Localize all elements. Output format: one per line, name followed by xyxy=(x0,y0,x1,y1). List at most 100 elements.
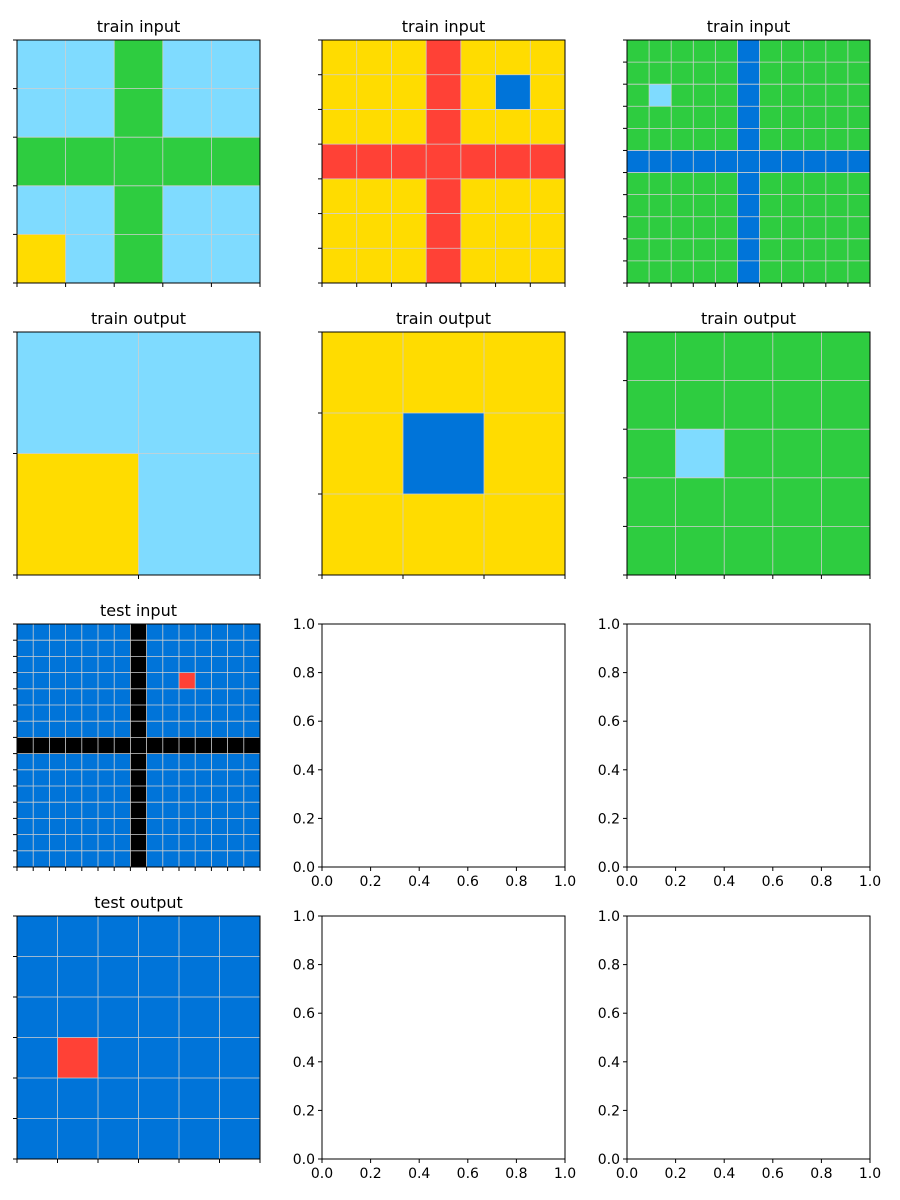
grid-cell xyxy=(49,769,66,787)
grid-cell xyxy=(671,40,694,63)
grid-cell xyxy=(162,721,180,738)
grid-cell xyxy=(715,150,738,173)
grid-cell xyxy=(243,802,261,819)
y-tick-label: 0.2 xyxy=(293,1103,315,1119)
grid-cell xyxy=(227,753,245,771)
grid-cell xyxy=(649,194,672,218)
panel-2: train input xyxy=(318,17,566,287)
grid-cell xyxy=(715,84,738,107)
grid-cell xyxy=(772,429,822,479)
grid-cell xyxy=(825,238,849,262)
y-tick-label: 0.2 xyxy=(293,811,315,827)
grid-cell xyxy=(195,850,212,868)
panel-title: train output xyxy=(701,309,796,328)
grid-cell xyxy=(781,216,805,240)
grid-cell xyxy=(356,144,392,180)
grid-cell xyxy=(847,260,871,284)
grid-cell xyxy=(426,213,462,249)
grid-cell xyxy=(356,178,392,214)
grid-cell xyxy=(715,260,738,284)
grid-cell xyxy=(33,850,50,868)
grid-cell xyxy=(179,916,220,957)
grid-cell xyxy=(195,834,212,852)
grid-cell xyxy=(17,453,139,576)
grid-cell xyxy=(627,332,676,381)
grid-cell xyxy=(243,737,261,754)
grid-cell xyxy=(781,40,805,63)
grid-cell xyxy=(671,150,694,173)
grid-cell xyxy=(724,332,774,381)
grid-cell xyxy=(130,640,147,657)
grid-cell xyxy=(693,172,716,195)
grid-cell xyxy=(98,640,115,657)
grid-cell xyxy=(81,850,99,868)
grid-cell xyxy=(98,1078,139,1119)
grid-cell xyxy=(671,106,694,129)
panel-frame xyxy=(16,623,261,868)
grid-cell xyxy=(825,260,849,284)
grid-cell xyxy=(49,640,66,657)
grid-cell xyxy=(162,818,180,835)
grid-cell xyxy=(211,705,228,722)
grid-cell xyxy=(162,88,212,138)
grid-cell xyxy=(426,109,462,145)
grid-cell xyxy=(114,737,131,754)
grid-cell xyxy=(17,640,34,657)
grid-cell xyxy=(130,672,147,690)
y-tick-label: 1.0 xyxy=(598,909,620,925)
grid-cell xyxy=(243,721,261,738)
grid-cell xyxy=(114,753,131,771)
grid-cell xyxy=(737,194,760,218)
grid-cell xyxy=(17,818,34,835)
panel-7: test input xyxy=(13,601,261,871)
grid-cell xyxy=(130,737,147,754)
panel-1: train input xyxy=(13,17,261,287)
grid-cell xyxy=(130,769,147,787)
grid-cell xyxy=(759,84,782,107)
grid-cell xyxy=(98,753,115,771)
grid-cell xyxy=(211,737,228,754)
grid-cell xyxy=(693,128,716,151)
grid-cell xyxy=(693,194,716,218)
y-tick-label: 0.0 xyxy=(293,1152,315,1168)
x-tick-label: 0.8 xyxy=(810,1166,832,1182)
grid-cell xyxy=(803,106,827,129)
grid-cell xyxy=(460,109,496,145)
grid-cell xyxy=(114,40,164,89)
grid-cell xyxy=(57,916,99,957)
grid-cell xyxy=(33,624,50,641)
grid-cell xyxy=(803,62,827,85)
grid-cell xyxy=(81,672,99,690)
grid-cell xyxy=(65,624,83,641)
grid-cell xyxy=(81,640,99,657)
grid-cell xyxy=(693,40,716,63)
grid-cell xyxy=(81,721,99,738)
grid-cell xyxy=(98,705,115,722)
x-tick-label: 0.8 xyxy=(810,874,832,890)
grid-cell xyxy=(322,494,404,576)
grid-cell xyxy=(211,769,228,787)
grid-cell xyxy=(57,997,99,1038)
grid-cell xyxy=(671,62,694,85)
grid-cell xyxy=(391,40,427,76)
y-tick-label: 0.6 xyxy=(293,714,315,730)
grid-cell xyxy=(17,705,34,722)
grid-cell xyxy=(98,688,115,706)
grid-cell xyxy=(627,526,676,576)
grid-cell xyxy=(211,40,261,89)
grid-cell xyxy=(391,74,427,110)
grid-cell xyxy=(138,956,180,998)
grid-cell xyxy=(81,769,99,787)
x-tick-label: 0.6 xyxy=(457,874,479,890)
grid-cell xyxy=(179,1118,220,1160)
y-tick-label: 0.6 xyxy=(598,714,620,730)
grid-cell xyxy=(671,84,694,107)
grid-cell xyxy=(195,688,212,706)
grid-cell xyxy=(138,1037,180,1079)
grid-cell xyxy=(81,802,99,819)
grid-cell xyxy=(530,40,566,76)
panel-9: 0.00.0 0.2 0.2 0.4 0.4 0.6 0.6 0.8 0.8 1.0 1.0 xyxy=(598,617,881,890)
grid-cell xyxy=(737,106,760,129)
grid-cell xyxy=(211,137,261,187)
grid-cell xyxy=(81,688,99,706)
